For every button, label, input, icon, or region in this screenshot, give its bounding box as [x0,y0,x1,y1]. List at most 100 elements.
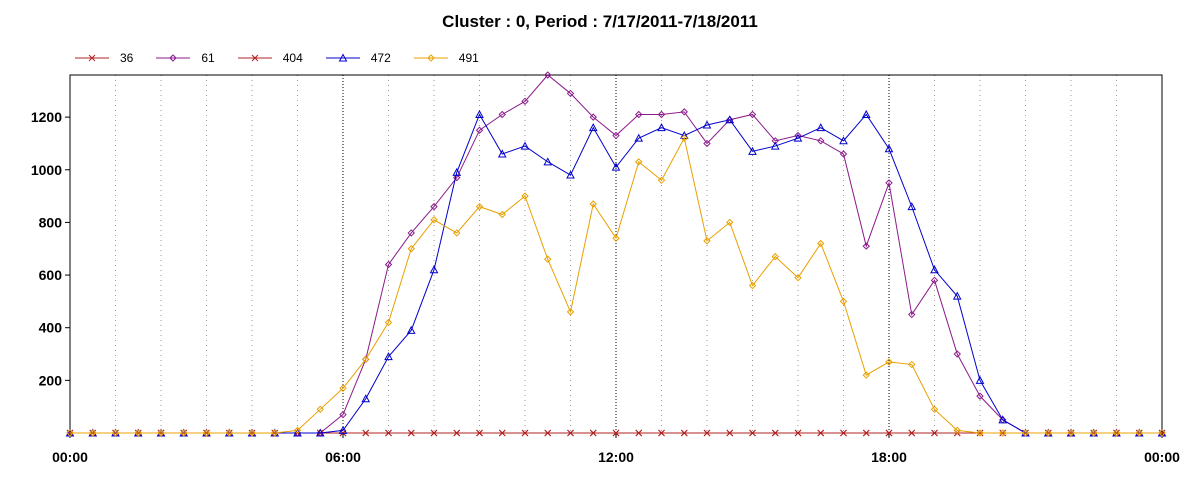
data-point [497,149,507,158]
data-point [725,115,735,124]
data-point [817,429,825,437]
data-point [362,429,370,437]
data-point [430,202,438,211]
data-point [839,297,848,306]
data-point [407,429,415,437]
data-point [589,200,597,208]
data-point [749,429,756,437]
data-point [931,429,938,437]
legend-marker [88,54,96,62]
legend-marker [169,54,178,62]
data-point [384,318,393,327]
data-point [202,429,211,437]
data-point [885,358,893,366]
data-point [406,325,416,334]
data-point [793,133,803,142]
data-point [635,158,643,166]
legend-swatch [75,54,109,62]
legend-label: 36 [120,51,134,65]
data-point [339,384,347,392]
data-point [1135,429,1143,437]
data-point [430,429,438,437]
data-point [544,71,552,79]
data-point [680,134,688,142]
data-point [657,176,666,185]
series-line [70,74,1162,434]
legend-item: 36 [74,51,133,65]
data-point [612,429,620,437]
data-point [407,229,415,237]
data-point [315,428,325,437]
legend-marker [427,54,435,62]
data-point [520,141,530,150]
data-point [884,144,894,153]
data-point [635,429,643,437]
data-point [839,150,848,158]
data-point [66,429,74,437]
data-point [817,239,825,248]
data-point [338,425,348,434]
data-point [726,429,734,437]
series-layer [65,71,1167,437]
data-point [930,276,939,285]
data-point [339,410,347,419]
data-point [976,429,984,437]
data-point [840,429,847,437]
data-point [453,173,461,182]
series-491 [66,134,1166,437]
data-point [794,429,802,437]
data-point [703,429,711,437]
data-point [475,126,484,134]
legend-swatch [237,54,272,62]
data-point [635,110,643,119]
data-point [384,260,393,269]
data-point [248,429,256,437]
plot-frame [69,74,1163,434]
data-point [293,426,302,435]
data-point [521,192,529,200]
data-point [771,429,779,437]
data-point [475,109,484,118]
data-point [157,429,165,437]
x-tick-label: 12:00 [598,449,634,465]
data-point [543,157,553,166]
data-point [589,429,597,437]
data-point [702,120,712,129]
data-point [498,110,506,119]
data-point [975,375,985,384]
legend-marker [251,54,259,62]
data-point [816,123,826,132]
legend-swatch [413,54,448,62]
data-point [521,97,529,106]
data-point [316,405,324,414]
data-point [475,202,484,211]
data-point [794,273,802,282]
y-tick-label: 800 [39,214,63,230]
data-point [544,255,552,263]
data-point [293,428,302,437]
data-point [407,245,415,253]
data-point [952,291,962,300]
data-point [1090,429,1098,437]
data-point [953,426,961,435]
data-point [862,242,870,250]
legend-label: 61 [201,51,215,65]
data-point [1021,429,1030,437]
data-point [748,146,757,155]
data-point [861,109,871,118]
data-point [453,229,461,237]
data-point [658,429,665,437]
legend-marker [338,53,348,62]
y-tick-label: 400 [39,320,63,336]
data-point [634,133,644,142]
data-point [1158,429,1166,437]
data-point [817,137,825,145]
data-point [588,123,598,132]
data-point [907,202,917,211]
chart-title: Cluster : 0, Period : 7/17/2011-7/18/201… [442,12,758,31]
data-point [770,141,780,150]
data-point [589,113,597,121]
x-tick-label: 06:00 [325,449,361,465]
data-point [908,310,916,319]
y-tick-label: 1000 [31,162,62,178]
